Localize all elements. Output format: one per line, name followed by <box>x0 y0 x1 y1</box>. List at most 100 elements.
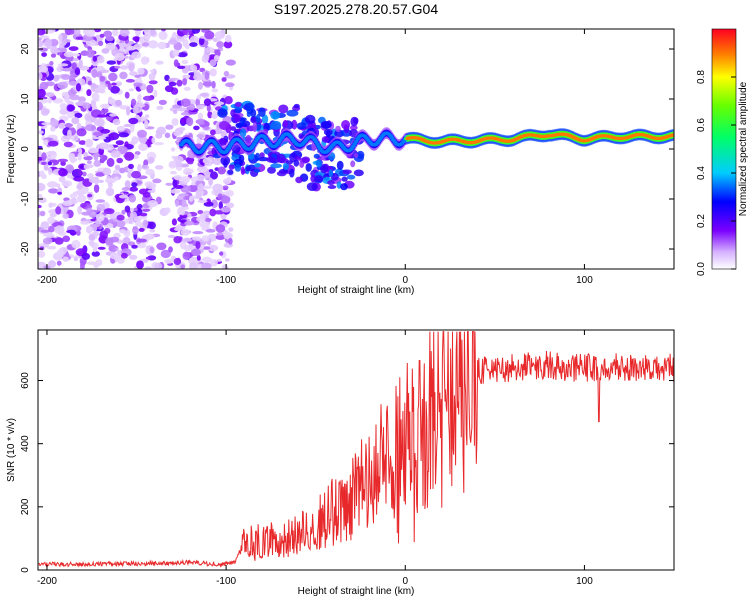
spectrogram-noise-blob <box>109 113 117 117</box>
spectrogram-noise-blob <box>233 113 241 123</box>
spectrogram-noise-blob <box>142 208 151 212</box>
spectrogram-noise-blob <box>173 257 182 266</box>
spectrogram-noise-blob <box>173 130 182 137</box>
spectrogram-noise-blob <box>211 88 219 93</box>
spectrogram-noise-blob <box>39 35 50 39</box>
spectrogram-noise-blob <box>45 38 52 48</box>
spectrogram-noise-blob <box>217 193 223 200</box>
spectrogram-noise-blob <box>215 224 226 233</box>
spectrogram-noise-blob <box>176 79 183 87</box>
spectrogram-noise-blob <box>178 193 189 197</box>
spectrogram-noise-blob <box>129 71 138 76</box>
spectrogram-x-tick-label: -200 <box>37 275 57 286</box>
spectrogram-noise-blob <box>145 256 150 260</box>
spectrogram-noise-blob <box>196 216 206 223</box>
spectrogram-noise-blob <box>134 151 141 156</box>
spectrogram-noise-blob <box>87 80 92 86</box>
spectrogram-noise-blob <box>128 117 139 125</box>
spectrogram-noise-blob <box>164 207 171 214</box>
snr-series-line <box>38 331 674 568</box>
spectrogram-noise-blob <box>47 97 53 104</box>
spectrogram-noise-blob <box>57 81 68 90</box>
spectrogram-noise-blob <box>227 169 234 175</box>
spectrogram-noise-blob <box>63 51 74 58</box>
spectrogram-noise-blob <box>86 89 92 97</box>
spectrogram-noise-blob <box>93 231 99 235</box>
spectrogram-noise-blob <box>183 86 191 91</box>
spectrogram-noise-blob <box>136 238 147 243</box>
spectrogram-noise-blob <box>119 71 128 80</box>
spectrogram-noise-blob <box>132 106 139 114</box>
spectrogram-noise-blob <box>58 122 67 130</box>
spectrogram-noise-blob <box>156 105 164 110</box>
spectrogram-noise-blob <box>213 210 225 215</box>
spectrogram-noise-blob <box>223 232 233 240</box>
colorbar: 0.0 0.2 0.4 0.6 0.8 Normalized spectral ampl… <box>696 28 749 276</box>
spectrogram-noise-blob <box>228 227 234 232</box>
spectrogram-noise-blob <box>209 208 217 217</box>
spectrogram-noise-blob <box>41 161 47 166</box>
spectrogram-noise-blob <box>118 132 130 138</box>
spectrogram-noise-blob <box>80 261 85 269</box>
spectrogram-noise-blob <box>118 194 128 199</box>
spectrogram-y-tick-label: 20 <box>20 43 31 55</box>
spectrogram-noise-blob <box>165 124 174 130</box>
spectrogram-noise-blob <box>62 213 69 219</box>
spectrogram-noise-blob <box>79 164 84 169</box>
spectrogram-noise-blob <box>177 52 188 58</box>
snr-frame <box>37 329 675 571</box>
spectrogram-noise-blob <box>341 120 351 130</box>
spectrogram-noise-blob <box>298 133 304 140</box>
spectrogram-noise-blob <box>93 118 103 127</box>
spectrogram-noise-blob <box>140 56 149 65</box>
spectrogram-noise-blob <box>115 81 122 87</box>
spectrogram-noise-blob <box>119 29 130 37</box>
spectrogram-noise-blob <box>76 128 87 137</box>
spectrogram-noise-blob <box>164 259 173 264</box>
spectrogram-noise-blob <box>107 82 112 91</box>
spectrogram-noise-blob <box>320 163 329 174</box>
spectrogram-noise-blob <box>124 205 131 213</box>
spectrogram-noise-blob <box>147 255 157 261</box>
spectrogram-noise-blob <box>132 36 141 42</box>
spectrogram-noise-blob <box>59 103 68 110</box>
spectrogram-noise-blob <box>218 201 223 210</box>
spectrogram-noise-blob <box>340 183 348 191</box>
spectrogram-noise-blob <box>164 132 171 139</box>
spectrogram-noise-blob <box>62 200 73 206</box>
spectrogram-ridge-cell <box>252 142 257 146</box>
spectrogram-noise-blob <box>201 235 210 242</box>
spectrogram-noise-blob <box>202 256 212 263</box>
spectrogram-noise-blob <box>189 42 198 47</box>
spectrogram-noise-blob <box>139 116 147 122</box>
spectrogram-noise-blob <box>105 187 115 197</box>
spectrogram-ridge-cell <box>670 133 674 137</box>
spectrogram-noise-blob <box>148 156 155 164</box>
spectrogram-noise-blob <box>137 164 142 173</box>
spectrogram-noise-blob <box>167 234 176 239</box>
spectrogram-noise-blob <box>57 158 69 163</box>
spectrogram-noise-blob <box>184 75 191 79</box>
spectrogram-noise-blob <box>94 87 105 93</box>
spectrogram-noise-blob <box>66 29 76 35</box>
spectrogram-noise-blob <box>91 68 98 78</box>
spectrogram-noise-blob <box>266 156 277 163</box>
spectrogram-noise-blob <box>154 142 165 146</box>
spectrogram-noise-blob <box>228 237 233 245</box>
spectrogram-noise-blob <box>224 96 233 105</box>
spectrogram-noise-blob <box>168 246 173 253</box>
spectrogram-noise-blob <box>173 109 178 115</box>
spectrogram-noise-blob <box>203 126 210 131</box>
spectrogram-noise-blob <box>38 204 42 209</box>
spectrogram-noise-blob <box>47 181 58 188</box>
spectrogram-noise-blob <box>148 73 156 81</box>
spectrogram-noise-blob <box>106 157 115 167</box>
spectrogram-noise-blob <box>124 180 131 189</box>
spectrogram-noise-blob <box>92 131 104 136</box>
spectrogram-noise-blob <box>314 175 324 183</box>
spectrogram-noise-blob <box>141 42 150 47</box>
spectrogram-noise-blob <box>175 199 180 207</box>
spectrogram-noise-blob <box>213 55 220 62</box>
spectrogram-noise-blob <box>197 184 204 192</box>
spectrogram-noise-blob <box>252 122 258 133</box>
